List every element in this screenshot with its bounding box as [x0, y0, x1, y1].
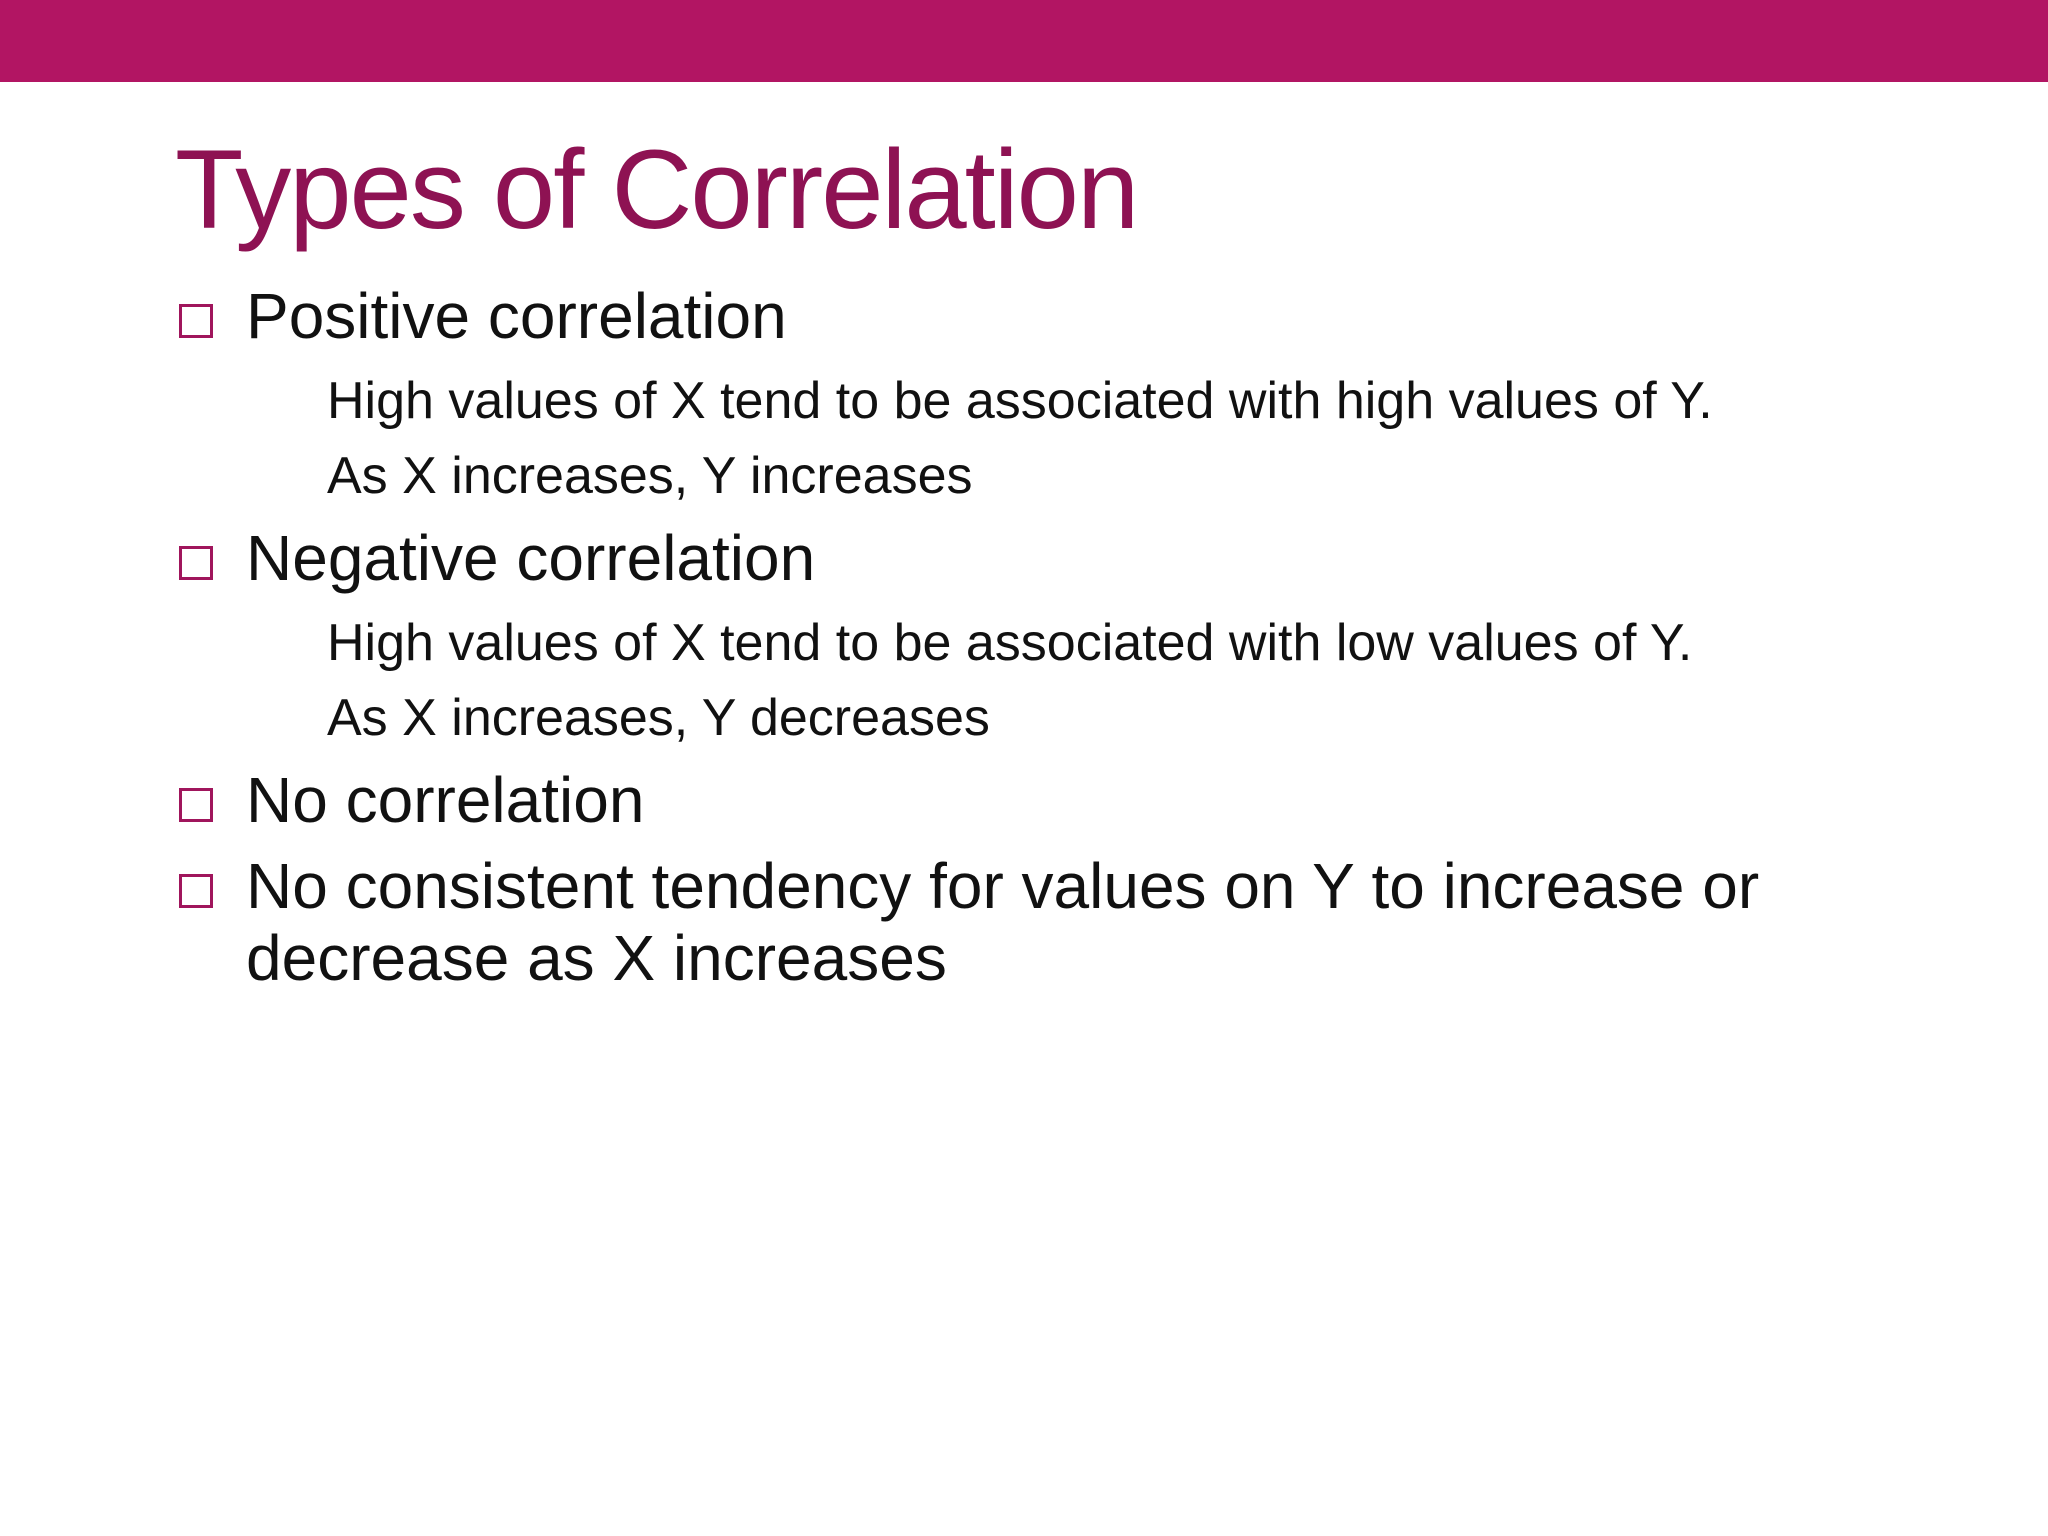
square-bullet-icon: [179, 788, 213, 822]
sub-line: High values of X tend to be associated w…: [327, 372, 1713, 430]
top-accent-bar: [0, 0, 2048, 82]
bullet-negative-correlation: Negative correlation High values of X te…: [176, 522, 1976, 756]
bullet-label: No correlation: [246, 764, 645, 836]
bullet-label: Negative correlation: [246, 522, 816, 594]
sub-line-group: High values of X tend to be associated w…: [327, 364, 1976, 514]
square-bullet-icon: [179, 546, 213, 580]
square-bullet-icon: [179, 874, 213, 908]
square-bullet-icon: [179, 304, 213, 338]
bullet-label-line-1: No consistent tendency for values on Y t…: [246, 850, 1760, 922]
sub-line: As X increases, Y decreases: [327, 689, 990, 747]
bullet-spacer: [176, 836, 1976, 850]
bullet-no-consistent-tendency: No consistent tendency for values on Y t…: [176, 850, 1976, 994]
sub-line-group: High values of X tend to be associated w…: [327, 606, 1976, 756]
bullet-label: Positive correlation: [246, 280, 787, 352]
bullet-no-correlation: No correlation: [176, 764, 1976, 836]
sub-line: High values of X tend to be associated w…: [327, 614, 1693, 672]
sub-line: As X increases, Y increases: [327, 447, 973, 505]
slide-title: Types of Correlation: [175, 127, 1139, 252]
bullet-label-line-2: decrease as X increases: [246, 922, 947, 994]
bullet-positive-correlation: Positive correlation High values of X te…: [176, 280, 1976, 514]
bullet-list: Positive correlation High values of X te…: [176, 280, 1976, 994]
